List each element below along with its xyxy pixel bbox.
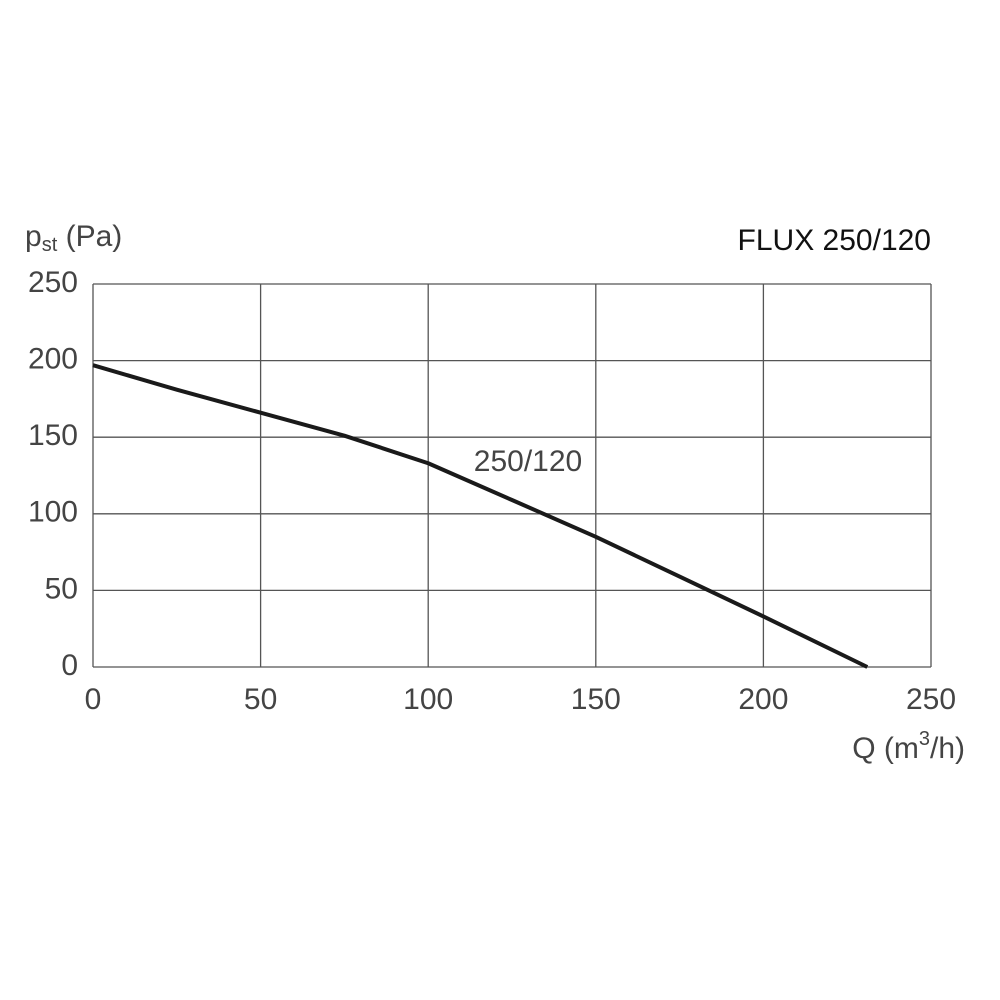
y-tick-label: 250 (28, 266, 78, 299)
y-tick-label: 100 (28, 496, 78, 529)
y-tick-label: 50 (45, 572, 78, 605)
x-tick-label: 150 (571, 683, 621, 716)
y-tick-label: 200 (28, 343, 78, 376)
x-tick-label: 50 (244, 683, 277, 716)
x-label-sup: 3 (919, 728, 930, 750)
x-tick-label: 250 (906, 683, 956, 716)
x-label-rest: /h) (930, 732, 965, 765)
y-label-rest: (Pa) (57, 220, 122, 253)
y-tick-label: 150 (28, 419, 78, 452)
x-tick-label: 200 (738, 683, 788, 716)
x-label-main: Q (m (852, 732, 919, 765)
y-tick-label: 0 (61, 649, 78, 682)
y-label-main: p (25, 220, 42, 253)
y-label-sub: st (42, 234, 58, 256)
data-line (92, 363, 869, 669)
series-label: 250/120 (474, 445, 582, 478)
y-axis-label: pst (Pa) (25, 220, 122, 256)
x-tick-label: 0 (85, 683, 102, 716)
x-tick-label: 100 (403, 683, 453, 716)
x-axis-label: Q (m3/h) (852, 728, 965, 765)
chart-title: FLUX 250/120 (738, 224, 931, 257)
